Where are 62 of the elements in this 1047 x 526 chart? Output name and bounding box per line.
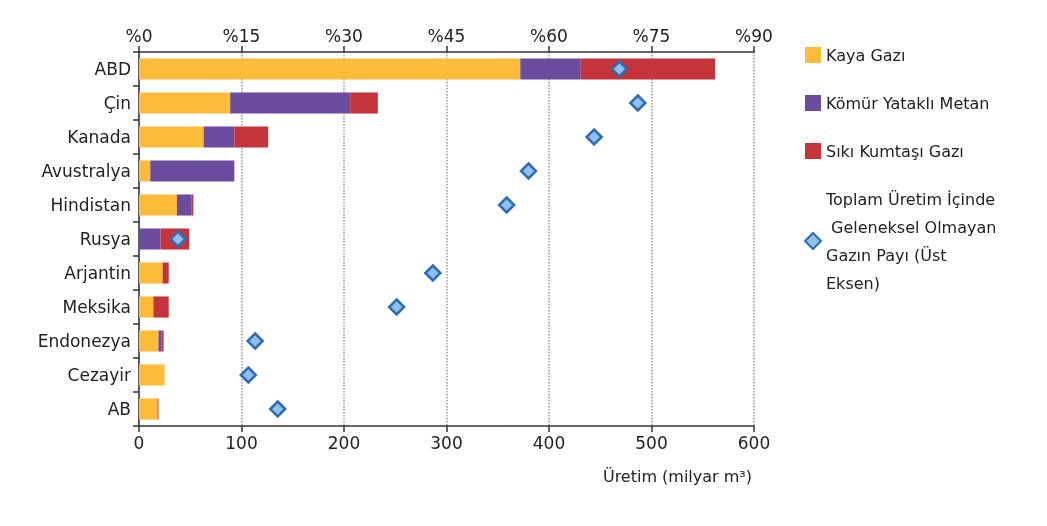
point: [424, 264, 442, 282]
y-tick-label: AB: [107, 399, 131, 419]
bar: [139, 126, 204, 148]
bar: [139, 296, 154, 318]
bar: [520, 58, 581, 80]
y-tick-label: ABD: [94, 59, 131, 79]
y-tick-label: Rusya: [79, 229, 131, 249]
point: [629, 94, 647, 112]
bar: [234, 126, 269, 148]
x-tick-label: 200: [327, 432, 361, 453]
point: [585, 128, 603, 146]
x-axis-title: Üretim (milyar m³): [602, 466, 752, 486]
point: [268, 400, 287, 418]
point: [246, 332, 264, 350]
bar: [139, 398, 158, 420]
bar: [203, 126, 235, 148]
bar: [139, 160, 151, 182]
y-tick-label: Endonezya: [37, 331, 131, 351]
x-tick-label: 100: [225, 432, 258, 453]
y-tick-label: Arjantin: [64, 263, 131, 283]
y-tick-label: Avustralya: [41, 161, 131, 181]
bar: [139, 262, 163, 284]
bar: [191, 194, 194, 216]
x-tick-label: 300: [430, 432, 463, 453]
bar: [580, 58, 716, 80]
bar: [176, 194, 192, 216]
bar: [139, 92, 231, 114]
x2-tick-label: %15: [222, 25, 261, 46]
bar: [139, 330, 159, 352]
legend-label: Kaya Gazı: [826, 45, 906, 65]
x2-tick-label: %30: [325, 25, 363, 46]
x2-tick-label: %45: [427, 25, 466, 46]
legend-label: Kömür Yataklı Metan: [826, 93, 990, 113]
x-tick-label: 400: [532, 432, 566, 453]
y-tick-label: Çin: [103, 93, 131, 113]
point: [497, 196, 516, 214]
y-tick-label: Hindistan: [50, 195, 131, 215]
legend-label: Sıkı Kumtaşı Gazı: [826, 141, 964, 161]
point: [610, 60, 629, 78]
bar: [150, 160, 235, 182]
bar: [139, 228, 161, 250]
bar: [139, 58, 521, 80]
point: [387, 298, 406, 316]
x2-tick-label: %0: [125, 25, 153, 46]
x-tick-label: 500: [635, 432, 668, 453]
bar: [350, 92, 378, 114]
bar: [153, 296, 169, 318]
x-tick-label: 0: [133, 432, 145, 453]
bar: [162, 262, 169, 284]
x2-tick-label: %60: [530, 25, 568, 46]
x-tick-label: 600: [737, 432, 771, 453]
y-tick-label: Meksika: [62, 297, 131, 317]
bar: [139, 194, 177, 216]
y-tick-label: Cezayir: [67, 365, 131, 385]
x2-tick-label: %90: [735, 25, 773, 46]
point: [239, 366, 258, 384]
bar: [230, 92, 351, 114]
point: [519, 162, 538, 180]
legend-label: Toplam Üretim İçinde Geleneksel Olmayan Gazın Payı (Üst Eksen): [825, 189, 1002, 293]
x2-tick-label: %75: [632, 25, 671, 46]
bar: [139, 364, 165, 386]
y-tick-label: Kanada: [67, 127, 131, 147]
